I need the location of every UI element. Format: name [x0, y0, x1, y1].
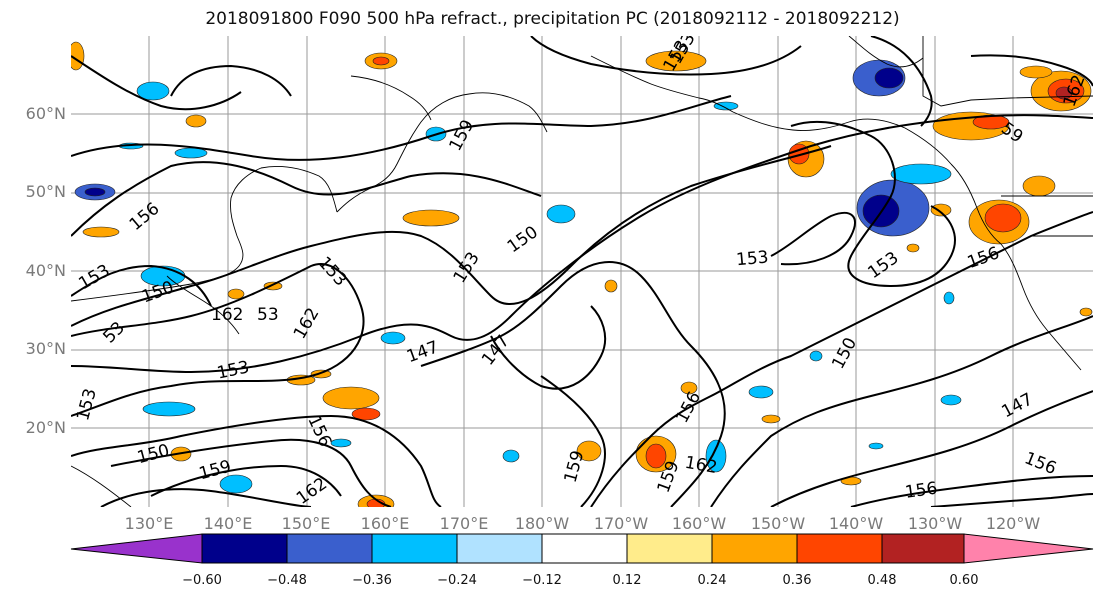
lat-label-20n: 20°N: [25, 418, 66, 437]
colorbar-tick-label: −0.12: [522, 573, 562, 588]
lon-label-150w: 150°W: [750, 514, 806, 533]
lon-label-170e: 170°E: [439, 514, 489, 533]
colorbar-segment: [456, 533, 543, 564]
lat-label-50n: 50°N: [25, 182, 66, 201]
colorbar-segment: [711, 533, 798, 564]
colorbar-tick-label: −0.48: [267, 573, 307, 588]
lon-label-130e: 130°E: [124, 514, 174, 533]
colorbar-segment: [286, 533, 373, 564]
colorbar-segment: [881, 533, 965, 564]
lon-label-140w: 140°W: [828, 514, 884, 533]
lat-label-60n: 60°N: [25, 104, 66, 123]
contours: [71, 36, 1093, 507]
colorbar-segment: [201, 533, 288, 564]
lon-label-180w: 180°W: [514, 514, 570, 533]
colorbar-segment: [541, 533, 628, 564]
lon-label-170w: 170°W: [593, 514, 649, 533]
contour-label: 156: [904, 479, 939, 503]
graticule: [71, 36, 1093, 507]
colorbar-segment: [371, 533, 458, 564]
colorbar-tick-label: 0.12: [612, 573, 642, 588]
contour-label: 162: [211, 305, 243, 325]
lon-label-160e: 160°E: [360, 514, 410, 533]
lat-label-30n: 30°N: [25, 339, 66, 358]
lon-label-120w: 120°W: [985, 514, 1041, 533]
contour-label: 153: [735, 248, 769, 271]
map-title: 2018091800 F090 500 hPa refract., precip…: [205, 9, 900, 29]
colorbar-tick-label: 0.60: [949, 573, 979, 588]
colorbar-tick-label: 0.24: [697, 573, 727, 588]
lon-label-160w: 160°W: [671, 514, 727, 533]
colorbar-tick-label: −0.24: [437, 573, 477, 588]
lon-label-130w: 130°W: [907, 514, 963, 533]
colorbar-segment-above-max: [963, 533, 1094, 564]
lat-label-40n: 40°N: [25, 261, 66, 280]
colorbar-segments: [70, 533, 1094, 564]
colorbar-tick-label: 0.48: [867, 573, 897, 588]
map-panel: 159 156 153 150 162 162 153 153 147 147 …: [71, 36, 1093, 507]
colorbar-segment: [796, 533, 883, 564]
lon-label-150e: 150°E: [281, 514, 331, 533]
colorbar-tick-label: 0.36: [782, 573, 812, 588]
colorbar-segment: [626, 533, 713, 564]
colorbar-tick-label: −0.36: [352, 573, 392, 588]
colorbar-segment-below-min: [70, 533, 203, 564]
contour-label: 53: [257, 305, 279, 325]
lon-label-140e: 140°E: [203, 514, 253, 533]
colorbar-tick-label: −0.60: [182, 573, 222, 588]
